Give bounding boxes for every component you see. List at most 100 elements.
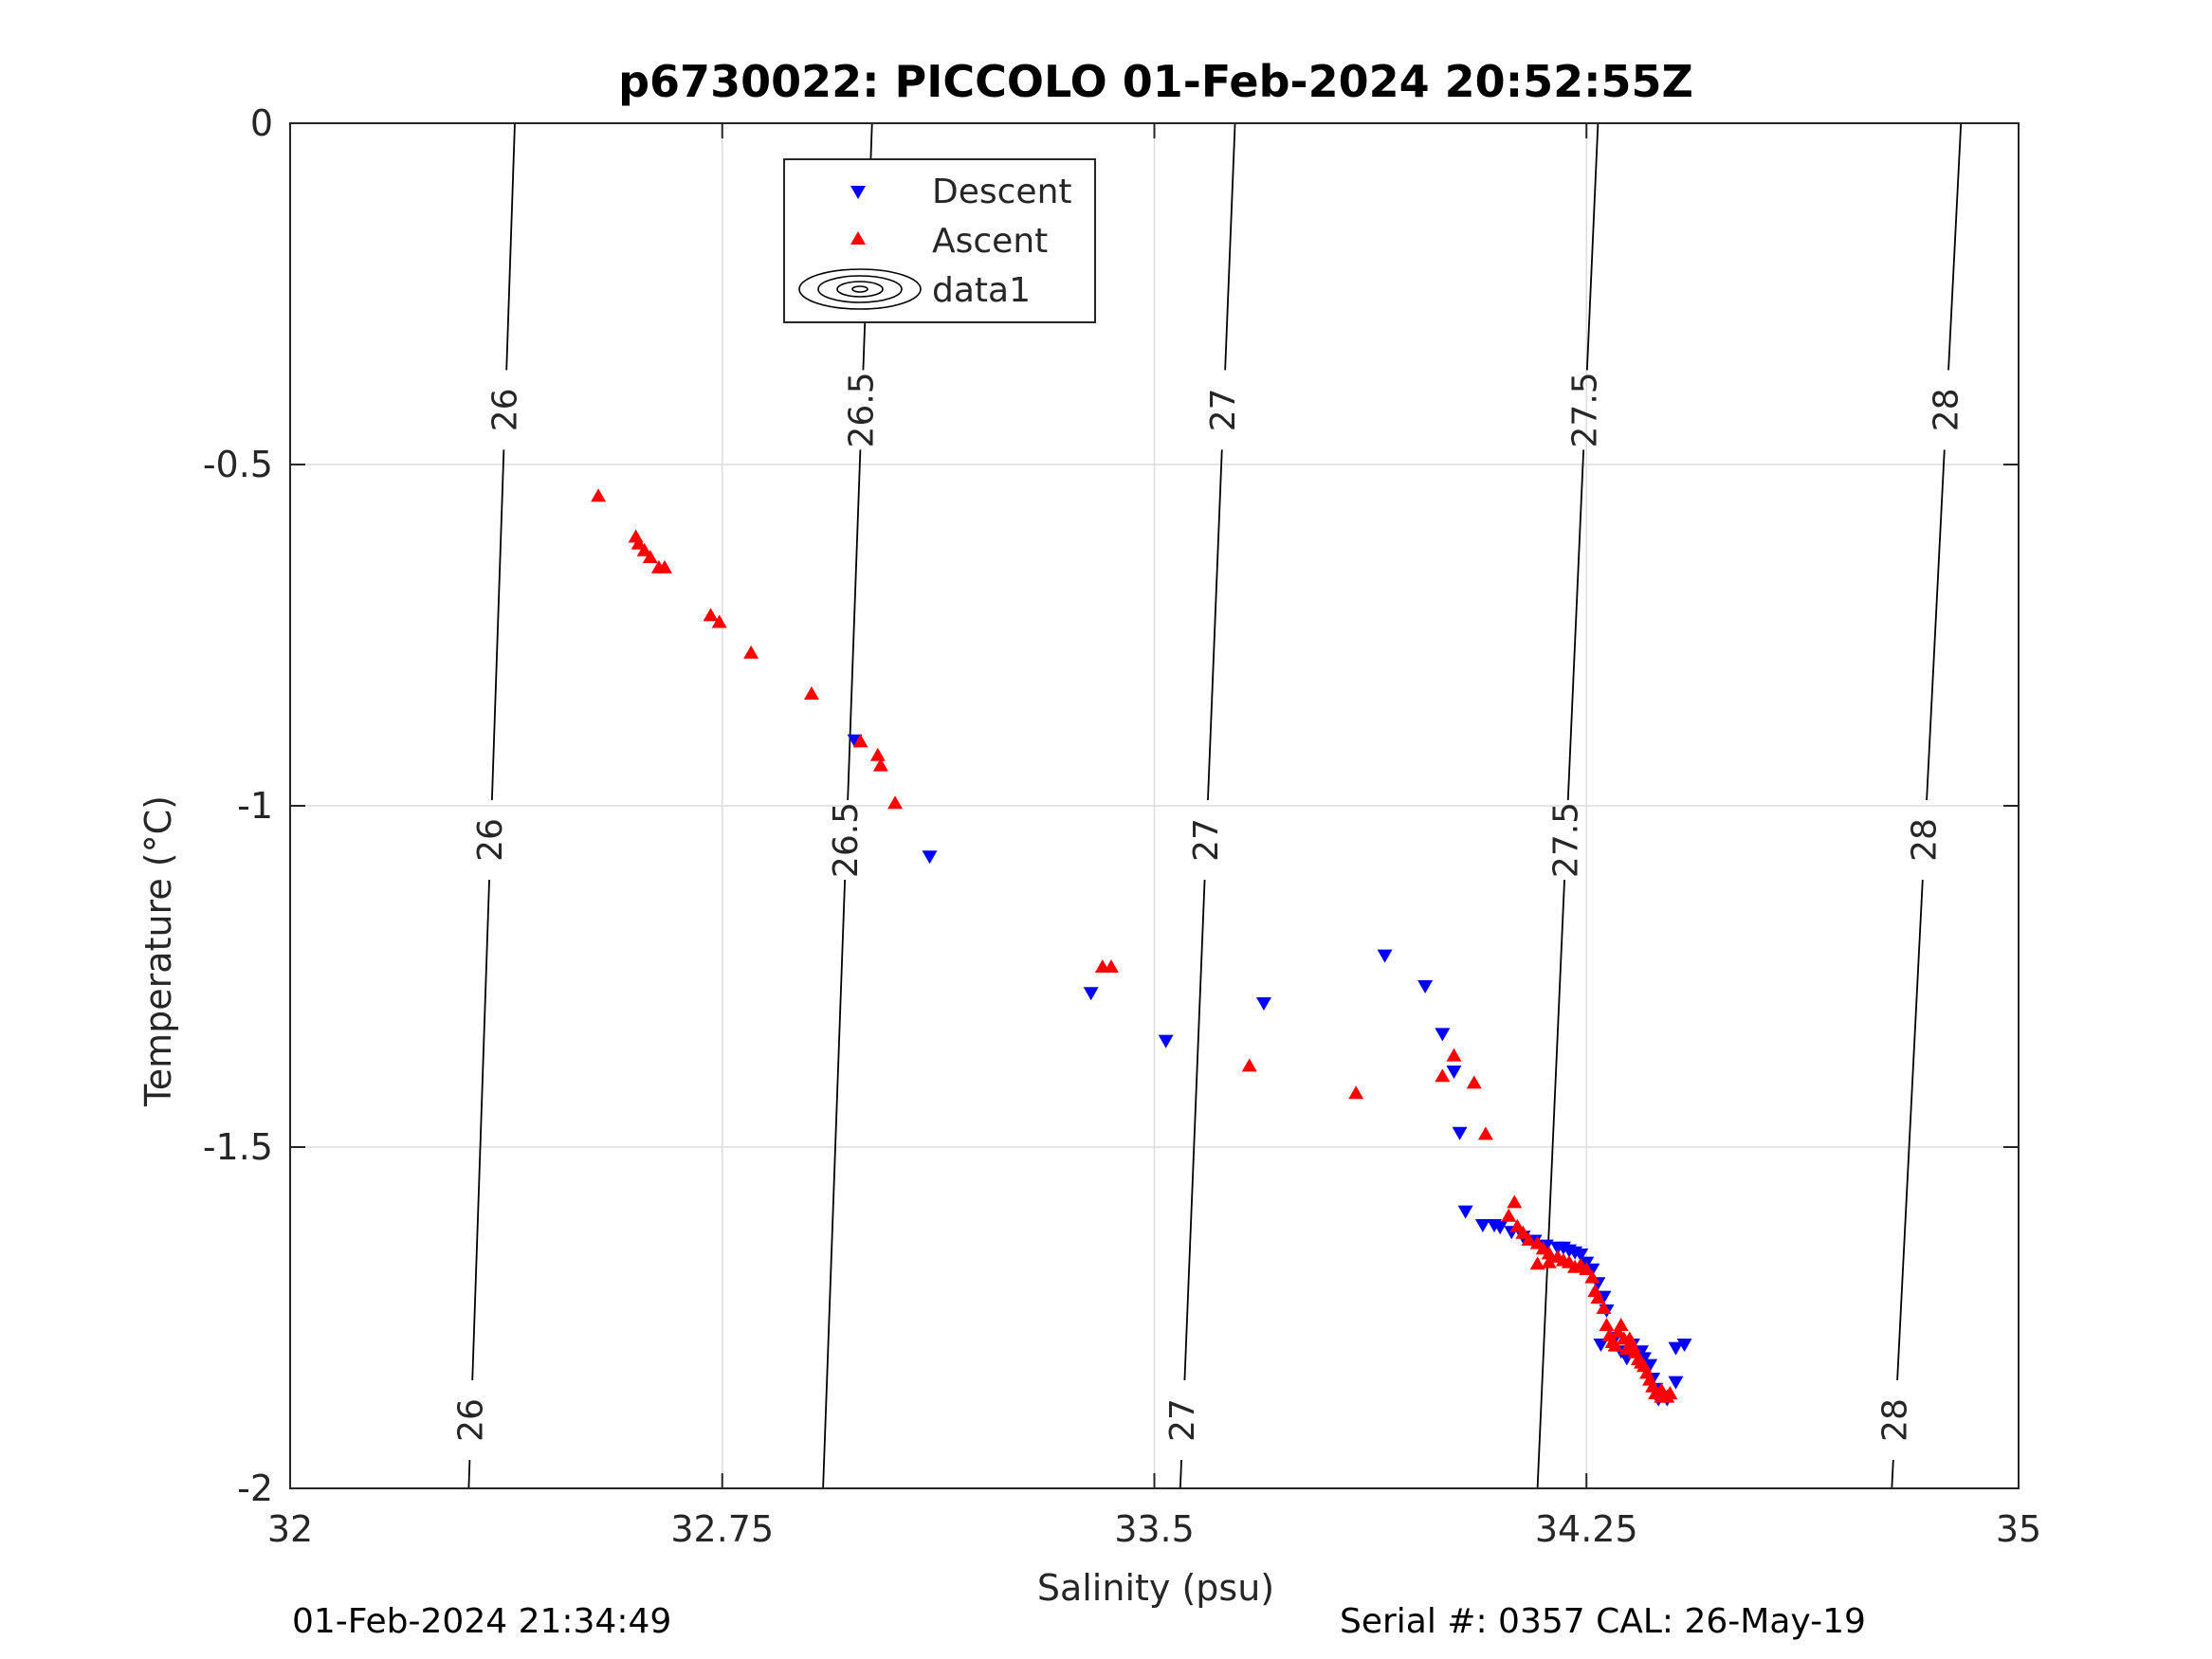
data-series (591, 488, 1692, 1407)
y-axis-label: Temperature (°C) (137, 795, 179, 1107)
contour-label: 26 (451, 1398, 490, 1442)
contour-label: 28 (1927, 388, 1965, 431)
contour-label: 26.5 (842, 372, 881, 447)
ascent-point (1584, 1269, 1600, 1284)
contour-line (1207, 449, 1223, 801)
ascent-point (1501, 1208, 1517, 1222)
density-contours: 26 26 26 26.5 26.5 27 27 27 27.5 27.5 28 28 28 (451, 122, 1965, 1489)
x-tick-label: 32.75 (670, 1508, 774, 1550)
descent-point (1158, 1034, 1174, 1048)
descent-point (1255, 997, 1271, 1011)
ascent-point (1618, 1341, 1635, 1356)
contour-line (1536, 879, 1565, 1489)
contour-label: 28 (1875, 1398, 1914, 1442)
contour-label: 26 (471, 818, 510, 862)
y-tick-label: -1.5 (203, 1126, 273, 1168)
contour-line (471, 879, 490, 1381)
descent-point (1435, 1028, 1451, 1042)
ascent-point (1541, 1246, 1557, 1260)
axes: 32 32.75 33.5 34.25 35 0 -0.5 -1 -1.5 -2 (203, 102, 2041, 1550)
ascent-point (872, 757, 888, 772)
ascent-point (631, 536, 647, 550)
ascent-point (1435, 1068, 1451, 1083)
contour-26.5: 26.5 26.5 (822, 122, 881, 1489)
contour-27.5: 27.5 27.5 (1536, 122, 1605, 1489)
contour-line (1183, 879, 1206, 1381)
contour-label: 27.5 (1546, 802, 1585, 878)
ascent-point (636, 542, 652, 556)
contour-line (822, 879, 847, 1489)
ascent-point (1103, 959, 1119, 973)
y-tick-label: 0 (250, 102, 273, 144)
contour-26: 26 26 26 (451, 122, 524, 1489)
x-tick-label: 35 (1996, 1508, 2041, 1550)
legend-descent-marker (850, 186, 866, 199)
ascent-point (1477, 1126, 1493, 1140)
footer-serial-cal: Serial #: 0357 CAL: 26-May-19 (1340, 1602, 1866, 1641)
ascent-point (887, 795, 904, 810)
legend-entry-descent: Descent (850, 173, 1072, 211)
ascent-point (1348, 1085, 1364, 1100)
ascent-point (1590, 1290, 1606, 1304)
descent-point (1676, 1339, 1692, 1352)
contour-line (1926, 449, 1946, 801)
contour-line (1585, 122, 1600, 371)
descent-point (1417, 980, 1434, 994)
ascent-point (656, 559, 672, 574)
contour-label: 27.5 (1566, 372, 1605, 447)
contour-27: 27 27 27 (1163, 122, 1243, 1489)
ascent-point (1654, 1382, 1670, 1396)
ascent-point (642, 550, 658, 563)
descent-point (1668, 1341, 1684, 1356)
legend-ascent-marker (850, 231, 866, 245)
ascent-point (1613, 1318, 1629, 1331)
ascent-point (1529, 1256, 1545, 1270)
ascent-point (1596, 1301, 1612, 1314)
contour-line (505, 122, 516, 371)
ascent-point (1541, 1254, 1557, 1268)
contour-label: 27 (1204, 388, 1243, 431)
y-tick-label: -2 (237, 1468, 273, 1509)
legend-entry-ascent: Ascent (850, 222, 1048, 261)
ascent-point (1579, 1261, 1595, 1275)
contour-icon (798, 268, 922, 310)
ascent-point (591, 488, 607, 502)
legend-data1-label: data1 (932, 271, 1031, 310)
descent-point (1474, 1219, 1490, 1232)
contour-label: 27 (1187, 818, 1226, 862)
descent-point (1593, 1339, 1609, 1352)
ascent-point (1610, 1324, 1626, 1339)
ascent-point (852, 734, 868, 748)
ascent-point (1509, 1218, 1526, 1232)
ascent-point (1241, 1058, 1257, 1072)
descent-point (1457, 1205, 1473, 1219)
descent-point (1083, 987, 1099, 1001)
y-tick-label: -1 (237, 785, 273, 827)
legend: Descent Ascent data1 (783, 158, 1096, 323)
contour-label: 26.5 (827, 802, 866, 878)
descent-point (1573, 1248, 1589, 1262)
ascent-point (1607, 1338, 1623, 1352)
chart-title: p6730022: PICCOLO 01-Feb-2024 20:52:55Z (618, 56, 1693, 107)
ascent-point (1599, 1318, 1615, 1331)
descent-point (1377, 949, 1393, 963)
descent-point (1452, 1126, 1468, 1140)
descent-point (1668, 1376, 1684, 1390)
contour-line (1224, 122, 1236, 371)
contour-line (1891, 1459, 1894, 1489)
descent-point (922, 850, 938, 865)
ascent-point (1662, 1386, 1678, 1399)
ascent-point (1521, 1232, 1537, 1246)
contour-line (1566, 449, 1585, 801)
contour-28: 28 28 28 (1875, 122, 1965, 1489)
x-axis-label: Salinity (psu) (1037, 1567, 1274, 1609)
legend-box (783, 158, 1096, 323)
ascent-point (1515, 1225, 1531, 1239)
contour-line (490, 449, 505, 801)
legend-ascent-label: Ascent (932, 222, 1048, 261)
ascent-point (703, 608, 719, 622)
descent-point (1492, 1221, 1508, 1235)
y-tick-label: -0.5 (203, 444, 273, 485)
grid (290, 123, 2019, 1488)
